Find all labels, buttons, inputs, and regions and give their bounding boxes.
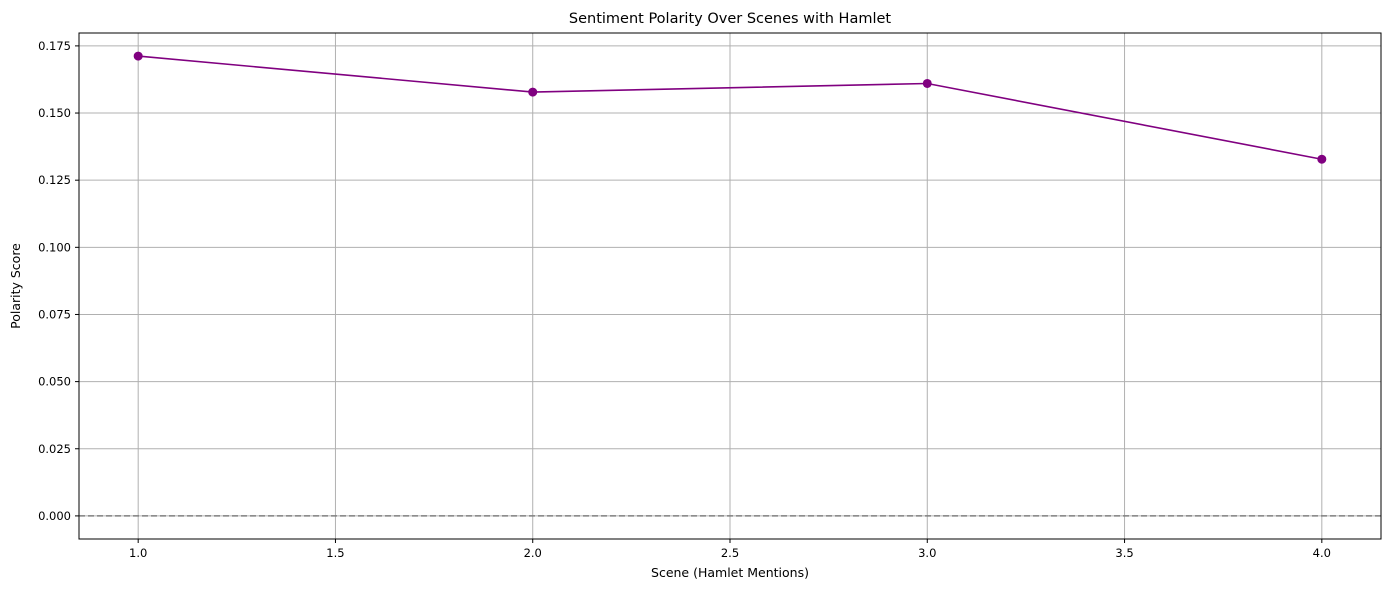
y-tick-label: 0.100 [38, 240, 71, 254]
y-tick-label: 0.000 [38, 509, 71, 523]
y-tick-label: 0.075 [38, 307, 71, 321]
x-gridlines [137, 33, 1323, 539]
x-tick-label: 1.5 [326, 546, 344, 560]
x-tick-label: 2.0 [524, 546, 542, 560]
data-point [1317, 154, 1327, 164]
data-point [133, 51, 143, 61]
y-tick-label: 0.150 [38, 106, 71, 120]
x-axis-label: Scene (Hamlet Mentions) [651, 565, 809, 580]
x-tick-label: 1.0 [129, 546, 147, 560]
y-tick-label: 0.050 [38, 375, 71, 389]
x-tick-label: 3.0 [918, 546, 936, 560]
y-tick-label: 0.125 [38, 173, 71, 187]
data-points [133, 51, 1327, 164]
y-tick-label: 0.025 [38, 442, 71, 456]
y-tick-label: 0.175 [38, 39, 71, 53]
y-axis-ticks: 0.000 0.025 0.050 0.075 0.100 0.125 0.150 0.175 [38, 39, 79, 523]
series-line [138, 55, 1322, 161]
data-point [922, 78, 932, 88]
x-axis-ticks: 1.0 1.5 2.0 2.5 3.0 3.5 4.0 [129, 539, 1331, 560]
x-tick-label: 2.5 [721, 546, 739, 560]
y-axis-label: Polarity Score [8, 243, 23, 329]
data-point [528, 87, 538, 97]
x-tick-label: 3.5 [1115, 546, 1133, 560]
chart-title: Sentiment Polarity Over Scenes with Haml… [569, 11, 892, 27]
x-tick-label: 4.0 [1313, 546, 1331, 560]
